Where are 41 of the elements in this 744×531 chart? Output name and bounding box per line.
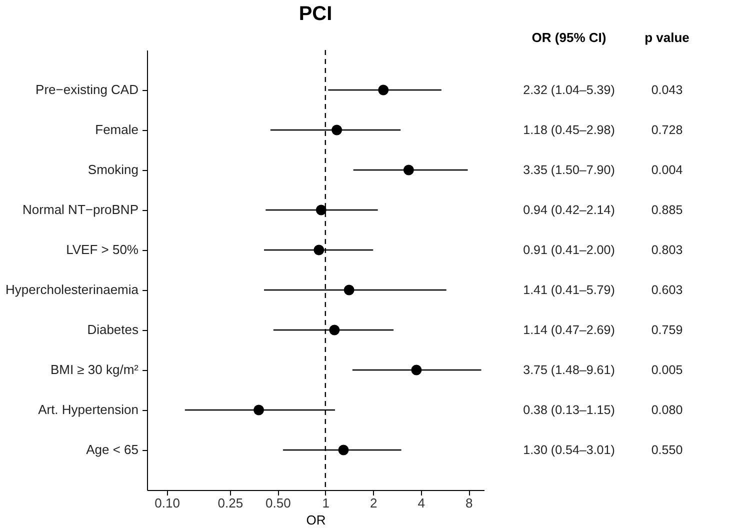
data-label: 1.41 (0.41–5.79) (523, 283, 615, 297)
y-tick-label: Art. Hypertension (38, 402, 138, 417)
text: p value (644, 30, 690, 45)
text: 0.885 (651, 203, 683, 217)
x-tick-label: 4 (418, 496, 426, 510)
data-label: 0.94 (0.42–2.14) (523, 203, 615, 217)
data-label: 1.14 (0.47–2.69) (523, 323, 615, 337)
text: 0.603 (651, 283, 683, 297)
y-tick-label: Normal NT−proBNP (22, 202, 138, 217)
data-label: 3.35 (1.50–7.90) (523, 163, 615, 177)
x-tick-label: 0.10 (154, 496, 180, 510)
data-label: 0.91 (0.41–2.00) (523, 243, 615, 257)
x-tick-label: 0.50 (266, 496, 291, 510)
data-label: 0.38 (0.13–1.15) (523, 403, 615, 417)
text: 0.080 (651, 403, 683, 417)
text: 0.728 (651, 123, 683, 137)
y-tick-label: Female (95, 122, 138, 137)
x-axis-title: OR (306, 512, 326, 528)
x-tick-label: 8 (466, 496, 473, 510)
data-label: 1.30 (0.54–3.01) (523, 443, 615, 457)
y-tick-label: Hypercholesterinaemia (6, 282, 140, 297)
y-tick-label: LVEF > 50% (66, 242, 139, 257)
x-tick-label: 1 (322, 496, 330, 510)
text: 0.043 (651, 83, 683, 97)
text: 0.759 (651, 323, 683, 337)
chart-title: PCI (298, 3, 332, 25)
y-tick-label: Smoking (88, 162, 138, 177)
y-tick-label: Pre−existing CAD (36, 82, 138, 97)
x-tick-label: 2 (370, 496, 378, 510)
text: OR (95% CI) (532, 30, 606, 45)
text: 0.004 (651, 163, 683, 177)
text: 0.550 (651, 443, 683, 457)
y-tick-label: BMI ≥ 30 kg/m² (50, 362, 140, 377)
text: 0.005 (651, 363, 683, 377)
text: 0.803 (651, 243, 683, 257)
x-tick-label: 0.25 (218, 496, 244, 510)
data-label: 3.75 (1.48–9.61) (523, 363, 615, 377)
data-label: 2.32 (1.04–5.39) (523, 83, 615, 97)
y-tick-label: Age < 65 (86, 442, 138, 457)
data-label: 1.18 (0.45–2.98) (523, 123, 615, 137)
y-tick-label: Diabetes (87, 322, 139, 337)
